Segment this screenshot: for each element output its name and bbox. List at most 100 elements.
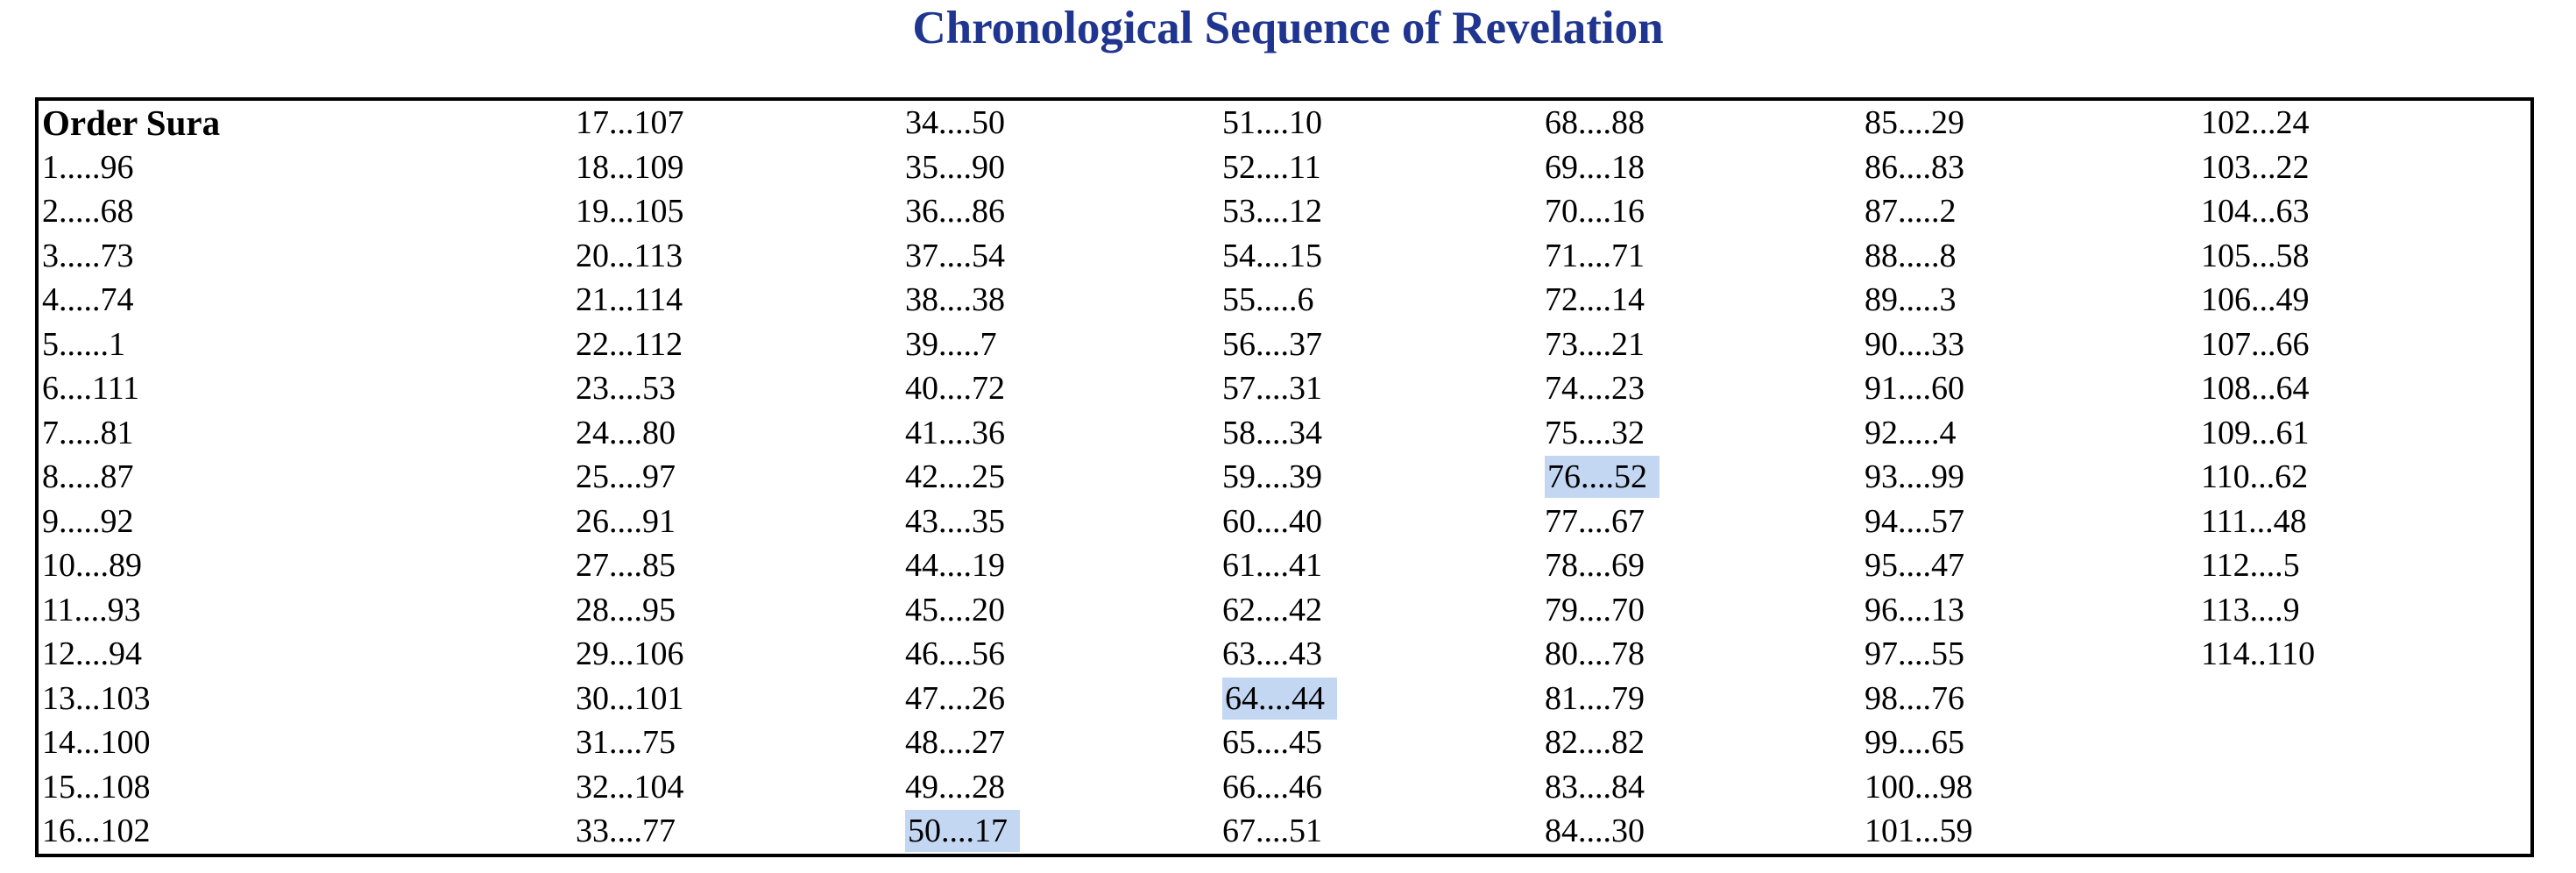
cell-text: 12....94: [42, 635, 142, 672]
page-title: Chronological Sequence of Revelation: [912, 3, 1664, 53]
sura-table: Order Sura 1.....96 2.....68 3.....73 4.....…: [35, 97, 2534, 857]
table-cell: 46....56: [905, 632, 1222, 677]
cell-text: 3.....73: [42, 237, 134, 274]
cell-text: 79....70: [1545, 591, 1645, 628]
table-cell: 12....94: [42, 632, 576, 677]
cell-text: 98....76: [1865, 679, 1964, 717]
table-cell: 26....91: [576, 500, 905, 544]
cell-text: 86....83: [1865, 148, 1964, 186]
cell-text: 99....65: [1865, 724, 1964, 761]
cell-text: 80....78: [1545, 635, 1645, 672]
cell-text: 111...48: [2201, 502, 2307, 540]
cell-text: 48....27: [905, 724, 1005, 761]
table-cell: 95....47: [1865, 543, 2201, 588]
table-cell: 5......1: [42, 323, 576, 367]
cell-text: 55.....6: [1222, 281, 1314, 318]
table-cell: 63....43: [1222, 632, 1545, 677]
cell-text: 109...61: [2201, 414, 2310, 451]
table-column-2: 17...107 18...109 19...105 20...113 21...114…: [576, 101, 905, 854]
table-cell: 70....16: [1545, 189, 1865, 234]
table-cell: 20...113: [576, 234, 905, 279]
table-cell: 35....90: [905, 146, 1222, 190]
table-cell: 41....36: [905, 411, 1222, 456]
table-cell: 77....67: [1545, 500, 1865, 544]
table-cell: 113....9: [2201, 588, 2527, 633]
table-cell: 13...103: [42, 677, 576, 721]
table-column-3: 34....50 35....90 36....86 37....54 38....38…: [905, 101, 1222, 854]
cell-text: 93....99: [1865, 458, 1964, 495]
table-cell: 33....77: [576, 809, 905, 854]
table-cell: 54....15: [1222, 234, 1545, 279]
table-cell: 107...66: [2201, 323, 2527, 367]
table-cell: 97....55: [1865, 632, 2201, 677]
table-cell: 68....88: [1545, 101, 1865, 146]
table-cell: 47....26: [905, 677, 1222, 721]
table-cell: 65....45: [1222, 720, 1545, 765]
cell-text: 34....50: [905, 104, 1005, 141]
table-cell: 37....54: [905, 234, 1222, 279]
cell-text: 8.....87: [42, 458, 134, 495]
cell-text: 83....84: [1545, 768, 1645, 806]
cell-text: 57....31: [1222, 370, 1322, 407]
table-cell: 100...98: [1865, 765, 2201, 810]
table-cell: 31....75: [576, 720, 905, 765]
cell-text: 45....20: [905, 591, 1005, 628]
table-column-5: 68....88 69....18 70....16 71....71 72....14…: [1545, 101, 1865, 854]
table-cell: 75....32: [1545, 411, 1865, 456]
cell-text: 27....85: [576, 547, 676, 584]
table-cell: 36....86: [905, 189, 1222, 234]
table-cell: 24....80: [576, 411, 905, 456]
table-cell: 89.....3: [1865, 278, 2201, 323]
table-cell: 28....95: [576, 588, 905, 633]
table-cell: 105...58: [2201, 234, 2527, 279]
cell-text: 108...64: [2201, 370, 2310, 407]
cell-text: 39.....7: [905, 325, 997, 363]
cell-text: 68....88: [1545, 104, 1645, 141]
table-cell: 79....70: [1545, 588, 1865, 633]
cell-text: 106...49: [2201, 281, 2310, 318]
cell-text: 5......1: [42, 325, 125, 363]
table-cell: 83....84: [1545, 765, 1865, 810]
table-cell: 108...64: [2201, 366, 2527, 411]
table-cell: 59....39: [1222, 455, 1545, 500]
table-cell: 6....111: [42, 366, 576, 411]
table-cell: 39.....7: [905, 323, 1222, 367]
table-cell: 19...105: [576, 189, 905, 234]
table-cell: 62....42: [1222, 588, 1545, 633]
cell-text: 73....21: [1545, 325, 1645, 363]
table-cell: 52....11: [1222, 146, 1545, 190]
cell-text: 10....89: [42, 547, 142, 584]
table-cell: 2.....68: [42, 189, 576, 234]
table-cell: 34....50: [905, 101, 1222, 146]
table-column-4: 51....10 52....11 53....12 54....15 55.....6…: [1222, 101, 1545, 854]
cell-text: 23....53: [576, 370, 676, 407]
table-cell: 40....72: [905, 366, 1222, 411]
table-cell: 111...48: [2201, 500, 2527, 544]
table-cell: 64....44: [1222, 677, 1545, 721]
table-cell: 109...61: [2201, 411, 2527, 456]
table-cell: 103...22: [2201, 146, 2527, 190]
cell-text: 32...104: [576, 768, 684, 806]
cell-text: 69....18: [1545, 148, 1645, 186]
table-cell: 53....12: [1222, 189, 1545, 234]
cell-text: 62....42: [1222, 591, 1322, 628]
table-cell: 22...112: [576, 323, 905, 367]
table-cell: 45....20: [905, 588, 1222, 633]
table-cell: 99....65: [1865, 720, 2201, 765]
table-column-6: 85....29 86....83 87.....2 88.....8 89.....3…: [1865, 101, 2201, 854]
table-cell: 32...104: [576, 765, 905, 810]
table-cell: 30...101: [576, 677, 905, 721]
cell-text: 63....43: [1222, 635, 1322, 672]
cell-text: 66....46: [1222, 768, 1322, 806]
table-cell: 106...49: [2201, 278, 2527, 323]
cell-text: 113....9: [2201, 591, 2300, 628]
cell-text: 52....11: [1222, 148, 1321, 186]
table-cell: 96....13: [1865, 588, 2201, 633]
cell-text: 103...22: [2201, 148, 2310, 186]
cell-text: 59....39: [1222, 458, 1322, 495]
table-cell: 71....71: [1545, 234, 1865, 279]
table-cell: 93....99: [1865, 455, 2201, 500]
table-cell: 82....82: [1545, 720, 1865, 765]
cell-text: 84....30: [1545, 813, 1645, 849]
cell-text: 49....28: [905, 768, 1005, 806]
